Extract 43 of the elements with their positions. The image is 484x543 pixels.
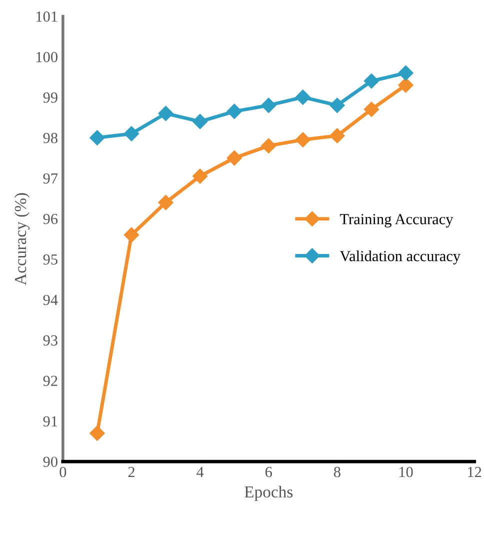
point xyxy=(226,104,242,119)
x-tick-label: 10 xyxy=(399,466,413,478)
y-tick-label: 93 xyxy=(43,335,58,346)
point xyxy=(158,106,174,122)
y-tick-label: 96 xyxy=(43,214,58,224)
y-tick-label: 90 xyxy=(43,456,58,467)
point xyxy=(192,168,208,184)
point xyxy=(295,90,310,105)
point xyxy=(124,227,140,242)
x-tick-label: 2 xyxy=(128,466,134,478)
point xyxy=(124,126,140,142)
y-tick-label: 92 xyxy=(43,376,58,386)
y-tick-label: 95 xyxy=(43,254,58,265)
x-tick-label: 12 xyxy=(468,466,482,478)
y-axis-title: Accuracy (%) xyxy=(14,193,30,286)
legend-label: Training Accuracy xyxy=(340,214,454,228)
point xyxy=(364,102,380,117)
point xyxy=(295,132,310,148)
point xyxy=(192,114,208,130)
y-tick-label: 91 xyxy=(43,416,58,427)
point xyxy=(330,128,345,144)
legend-label: Validation accuracy xyxy=(340,250,461,264)
point xyxy=(398,78,414,93)
point xyxy=(261,98,276,113)
y-tick-label: 101 xyxy=(36,11,58,22)
x-tick-label: 6 xyxy=(265,466,272,478)
x-tick-label: 0 xyxy=(60,466,66,478)
point xyxy=(90,130,105,146)
point xyxy=(398,65,414,81)
x-tick-label: 4 xyxy=(196,466,204,478)
x-axis-title: Epochs xyxy=(244,486,293,501)
point xyxy=(226,150,242,166)
x-tick-label: 8 xyxy=(334,466,340,478)
y-tick-label: 97 xyxy=(43,173,58,184)
point xyxy=(364,73,380,89)
point xyxy=(90,426,105,441)
y-tick-label: 100 xyxy=(36,52,58,62)
point xyxy=(330,98,345,113)
point xyxy=(158,194,174,210)
y-tick-label: 98 xyxy=(43,132,58,144)
point xyxy=(261,138,276,154)
y-tick-label: 99 xyxy=(43,92,58,103)
y-tick-label: 94 xyxy=(43,294,58,306)
